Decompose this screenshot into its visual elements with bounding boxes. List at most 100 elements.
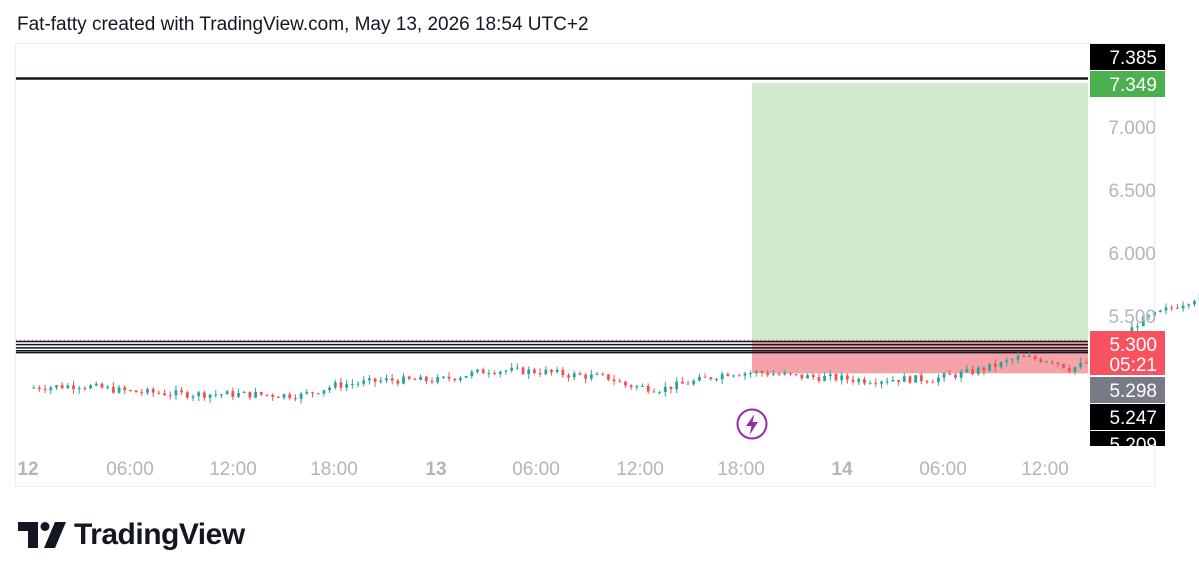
candle-body	[134, 390, 138, 393]
candle-body	[339, 382, 343, 388]
candle-body	[999, 362, 1003, 367]
candle-body	[100, 383, 104, 388]
candle-body	[931, 381, 935, 383]
candle-body	[470, 371, 474, 377]
candle-body	[373, 378, 377, 382]
candle-body	[794, 374, 798, 376]
candle-body	[777, 374, 781, 376]
candle-body	[265, 394, 269, 396]
candle-body	[1067, 368, 1071, 372]
candle-body	[1170, 307, 1174, 309]
candle-body	[550, 369, 553, 373]
candle-body	[828, 374, 832, 376]
candle-body	[606, 374, 610, 380]
candle-body	[754, 371, 758, 374]
candle-body	[504, 370, 508, 372]
candle-body	[971, 369, 974, 374]
profit-zone	[752, 83, 1088, 342]
candle-body	[225, 391, 229, 395]
candle-body	[1158, 310, 1162, 312]
x-tick-label: 06:00	[919, 459, 967, 480]
candle-body	[163, 393, 166, 396]
candle-body	[771, 374, 775, 376]
candle-body	[555, 369, 559, 373]
candle-body	[641, 385, 644, 387]
candle-body	[180, 390, 184, 393]
candle-body	[1056, 362, 1060, 364]
candle-body	[430, 381, 434, 383]
candle-body	[111, 386, 115, 393]
candle-body	[510, 367, 514, 371]
stop-zone	[752, 341, 1088, 374]
candle-body	[299, 393, 303, 399]
candle-body	[874, 383, 878, 385]
candle-body	[743, 373, 747, 376]
candle-body	[1028, 356, 1031, 358]
candle-body	[789, 373, 792, 375]
candle-body	[1175, 307, 1179, 309]
candle-body	[72, 385, 75, 389]
candle-body	[1010, 359, 1014, 361]
candle-body	[424, 376, 428, 382]
candle-body	[396, 380, 400, 384]
candle-body	[493, 373, 496, 375]
candle-body	[561, 369, 565, 376]
x-tick-label: 06:00	[106, 459, 154, 480]
candle-body	[151, 388, 155, 393]
candle-body	[1073, 367, 1077, 372]
candle-body	[800, 374, 804, 379]
candle-body	[231, 391, 235, 397]
tradingview-logo[interactable]: TradingView	[18, 518, 245, 552]
candle-body	[94, 383, 98, 386]
price-label-box	[1090, 431, 1165, 446]
price-label-text: 7.385	[1109, 48, 1157, 69]
candle-body	[49, 387, 53, 391]
candle-body	[447, 376, 451, 379]
candle-body	[572, 373, 576, 378]
candle-body	[942, 373, 946, 378]
candle-body	[282, 394, 286, 398]
candle-body	[925, 381, 929, 383]
candle-body	[311, 392, 314, 394]
candle-body	[868, 383, 872, 385]
candle-body	[288, 394, 292, 399]
candle-body	[652, 391, 656, 393]
candle-body	[459, 377, 462, 381]
x-tick-label: 06:00	[512, 459, 560, 480]
lightning-icon[interactable]	[736, 408, 768, 440]
candle-body	[857, 379, 861, 382]
candle-body	[760, 371, 764, 373]
candle-body	[322, 390, 326, 394]
candle-body	[840, 375, 844, 381]
candle-body	[305, 392, 309, 394]
candle-body	[914, 375, 918, 383]
price-label-text: 5.209	[1109, 435, 1157, 456]
candle-body	[675, 381, 679, 390]
candle-body	[413, 378, 417, 381]
chart-frame	[15, 43, 1155, 487]
candle-body	[328, 387, 331, 391]
candle-body	[806, 375, 809, 379]
candle-body	[129, 390, 132, 392]
candle-body	[624, 381, 627, 386]
candle-body	[345, 384, 349, 388]
candle-body	[362, 380, 366, 384]
candle-body	[993, 363, 997, 367]
candle-body	[1187, 304, 1191, 306]
candle-body	[692, 380, 696, 385]
candle-body	[515, 367, 519, 369]
candle-body	[259, 392, 263, 395]
candle-body	[220, 394, 223, 396]
candle-body	[982, 367, 986, 371]
candle-body	[976, 367, 980, 374]
price-label-box	[1090, 331, 1165, 375]
candle-body	[294, 398, 297, 400]
candle-body	[498, 371, 502, 374]
candle-body	[544, 369, 548, 375]
candlestick-chart[interactable]: 7.000 6.500 6.000 5.500 7.385 7.349 5.30005:21…	[0, 0, 1199, 500]
candle-body	[584, 374, 588, 379]
candle-body	[1084, 362, 1088, 364]
candle-body	[66, 385, 70, 389]
candle-body	[32, 387, 36, 389]
candle-body	[834, 374, 838, 381]
